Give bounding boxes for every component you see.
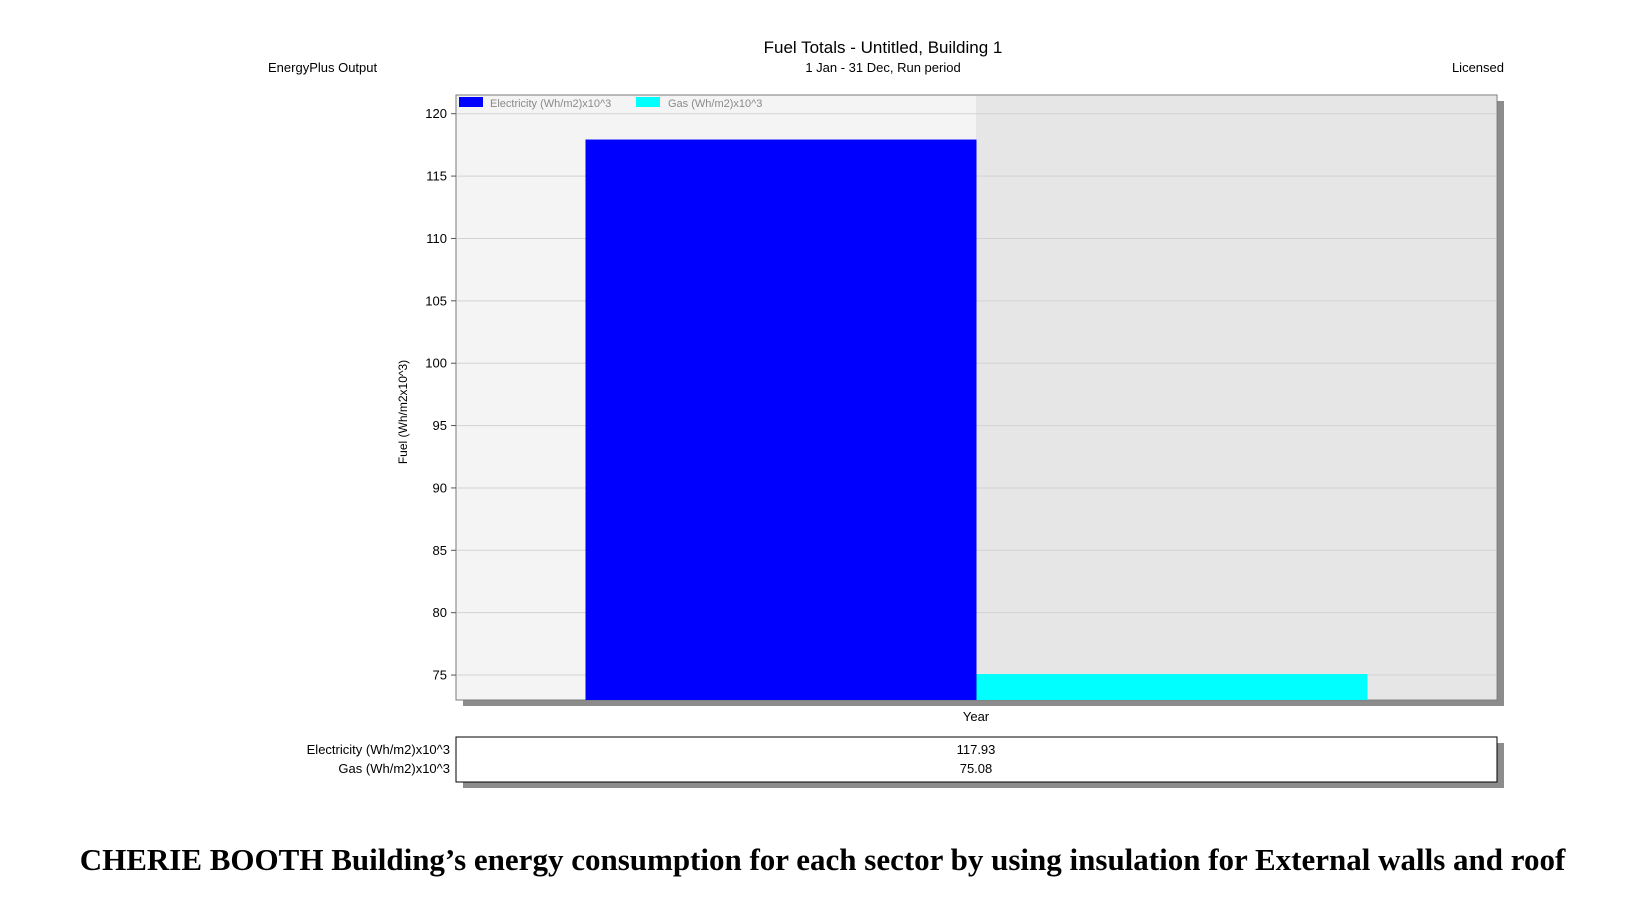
y-tick-label-120: 120 [425, 106, 447, 121]
y-tick-label-110: 110 [426, 231, 447, 246]
figure-caption: CHERIE BOOTH Building’s energy consumpti… [79, 842, 1566, 877]
header-left-label: EnergyPlus Output [268, 60, 378, 75]
plot-band-right [976, 96, 1496, 699]
data-table-box [455, 736, 1498, 783]
data-table-value-gas: 75.08 [960, 761, 993, 776]
y-tick-label-90: 90 [433, 480, 447, 495]
legend-swatch-electricity [459, 97, 483, 107]
y-tick-label-75: 75 [433, 668, 447, 683]
legend: Electricity (Wh/m2)x10^3 Gas (Wh/m2)x10^… [459, 97, 762, 110]
y-tick-label-105: 105 [425, 293, 447, 308]
chart-subtitle: 1 Jan - 31 Dec, Run period [805, 60, 960, 75]
bars [585, 139, 1368, 701]
y-tick-label-80: 80 [433, 605, 447, 620]
y-axis-label: Fuel (Wh/m2x10^3) [396, 360, 410, 464]
y-tick-label-115: 115 [426, 169, 447, 184]
header-right-label: Licensed [1452, 60, 1504, 75]
y-tick-label-85: 85 [433, 543, 447, 558]
data-table-row-label-electricity: Electricity (Wh/m2)x10^3 [307, 742, 450, 757]
chart-title: Fuel Totals - Untitled, Building 1 [764, 38, 1003, 57]
legend-swatch-gas [636, 97, 660, 107]
bar-electricity [585, 139, 977, 701]
data-table-value-electricity: 117.93 [957, 742, 996, 757]
legend-label-electricity: Electricity (Wh/m2)x10^3 [490, 98, 611, 110]
bar-gas [976, 674, 1368, 700]
data-table: Electricity (Wh/m2)x10^3 Gas (Wh/m2)x10^… [307, 736, 1504, 788]
y-tick-label-95: 95 [433, 418, 447, 433]
x-tick-label: Year [963, 709, 990, 724]
data-table-row-label-gas: Gas (Wh/m2)x10^3 [338, 761, 450, 776]
y-axis-ticks: 75 80 85 90 95 100 105 110 115 120 [425, 106, 456, 683]
y-tick-label-100: 100 [425, 356, 447, 371]
legend-label-gas: Gas (Wh/m2)x10^3 [668, 98, 762, 110]
